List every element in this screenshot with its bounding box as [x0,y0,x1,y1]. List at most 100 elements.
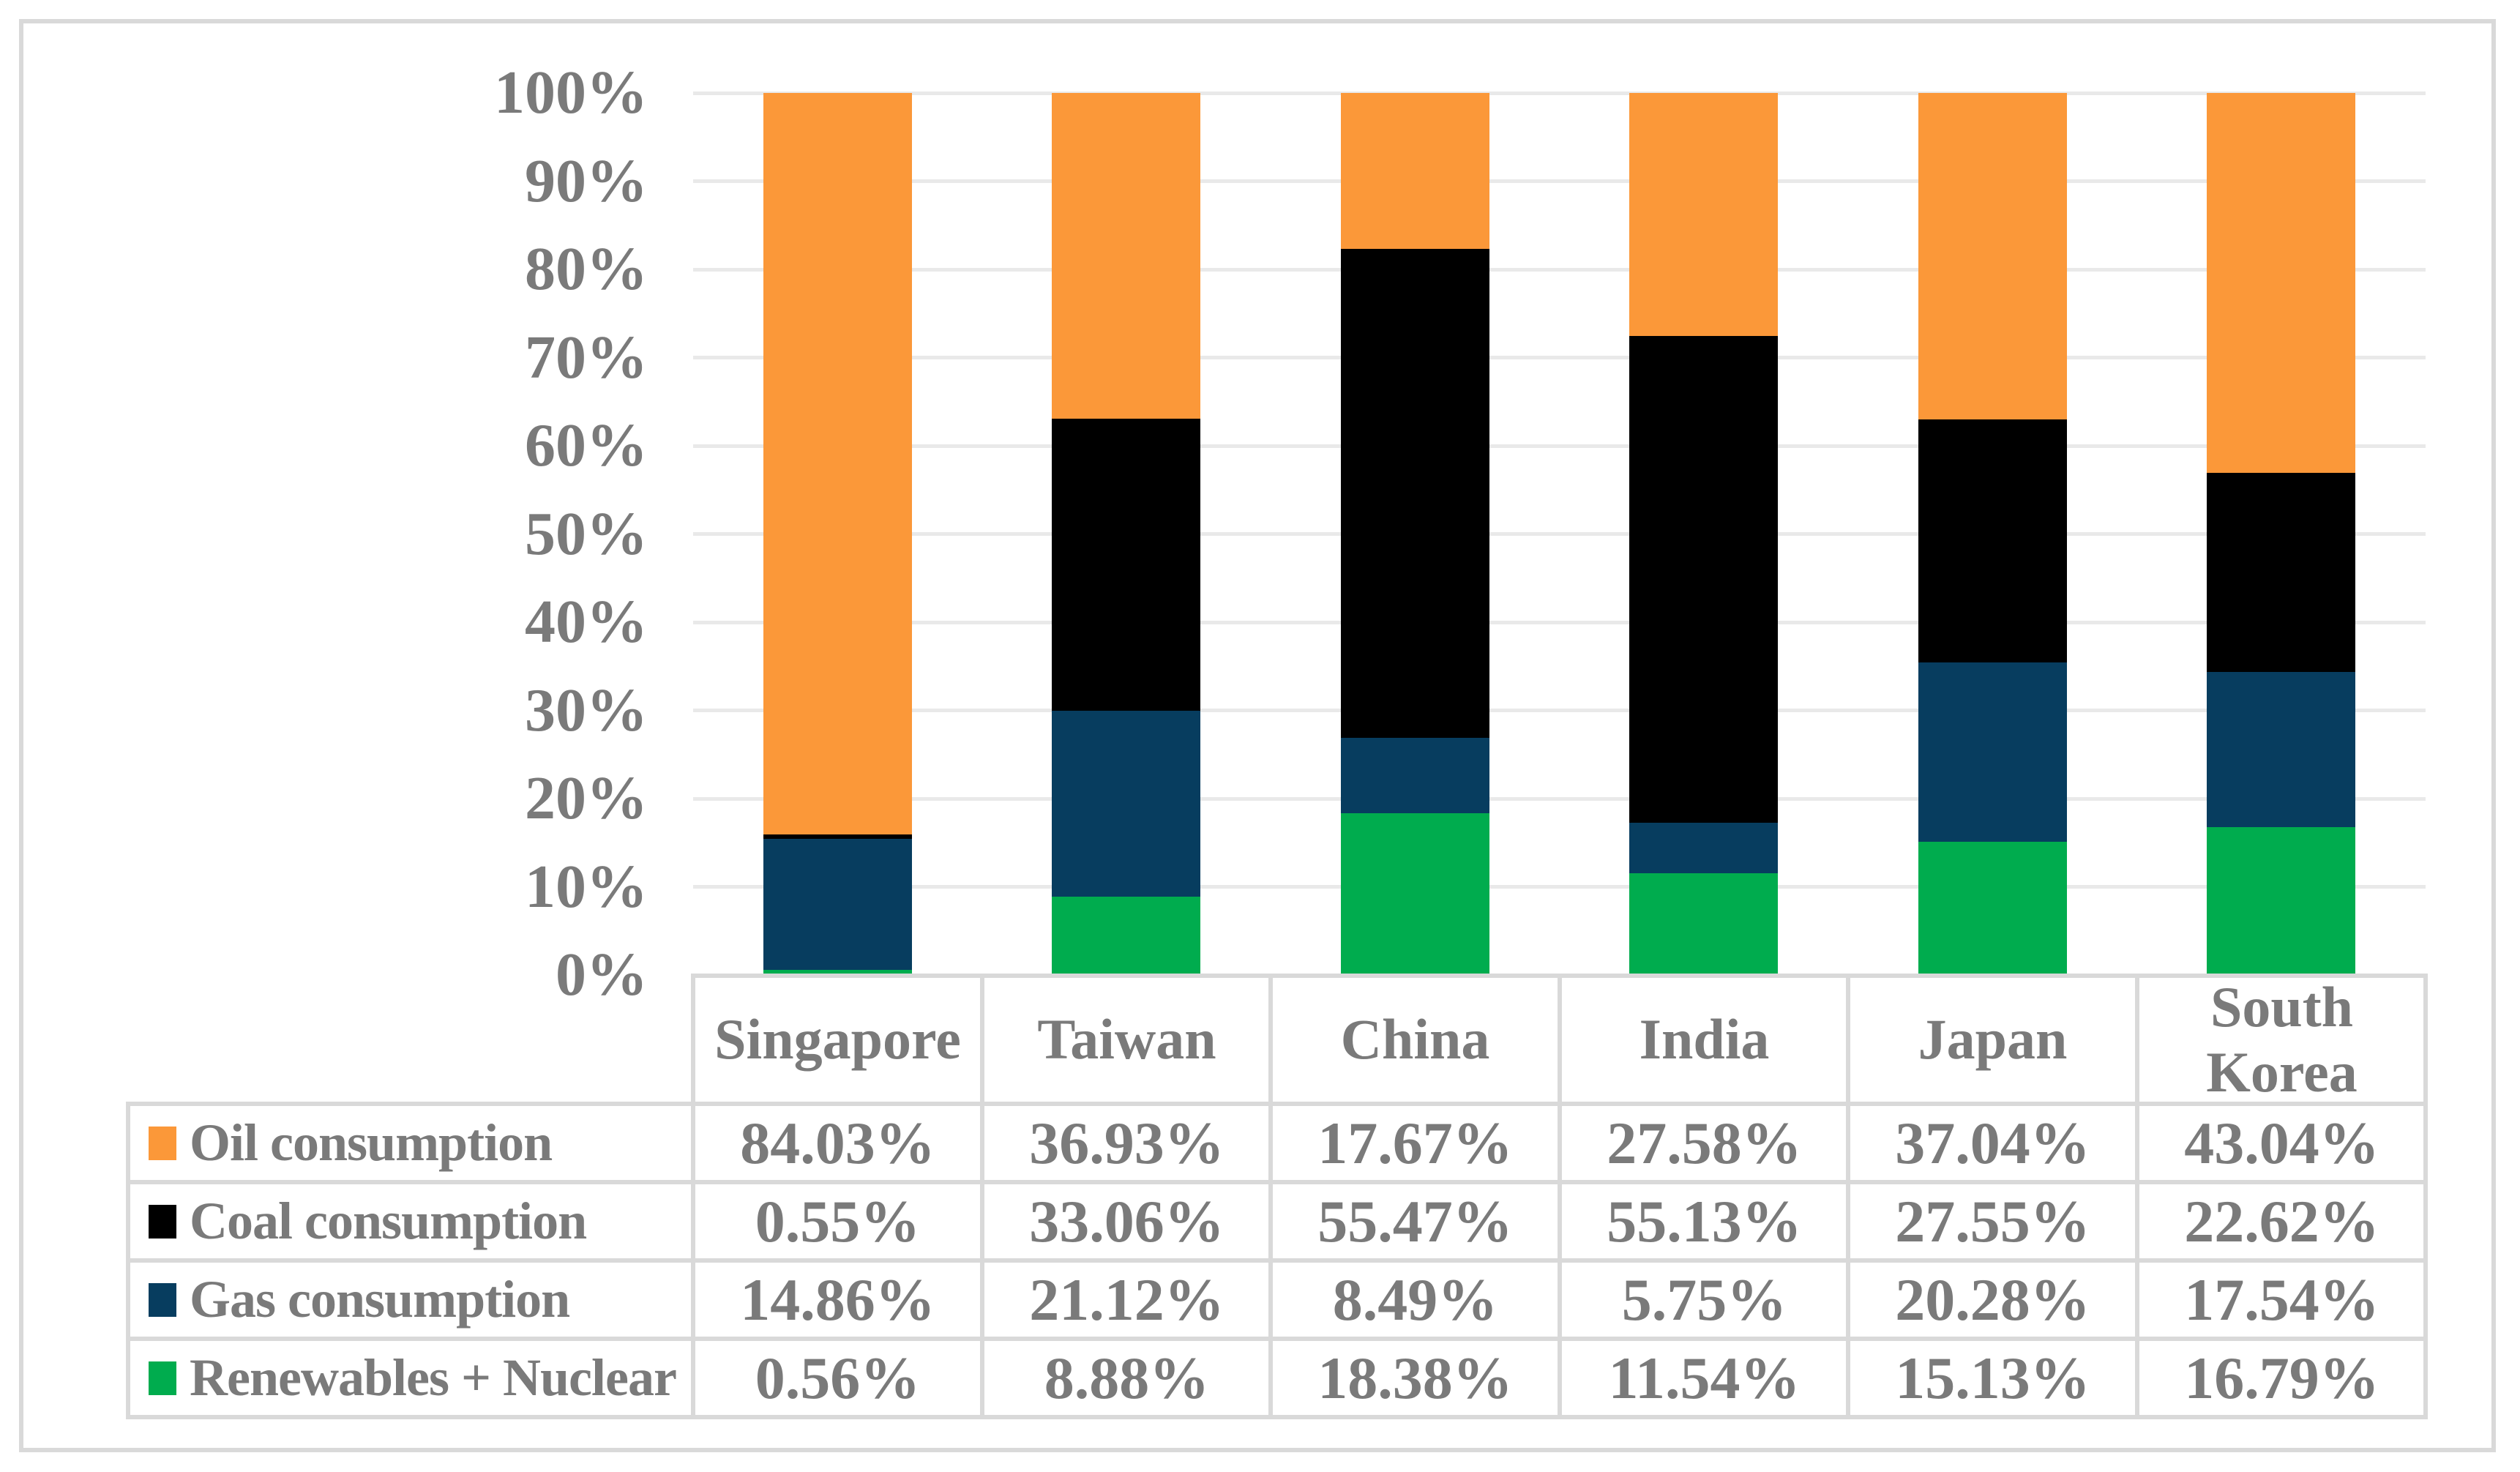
bar-south-korea-oil-consumption-segment [2207,93,2355,473]
value-cell-singapore-gas-consumption: 14.86% [740,1266,935,1333]
legend-cell-gas-consumption: Gas consumption [128,1260,693,1339]
table-header-taiwan: Taiwan [1037,1007,1216,1072]
legend-label-coal-consumption: Coal consumption [190,1192,587,1250]
table-header-japan: Japan [1918,1007,2068,1072]
bar-india-coal-consumption-segment [1629,336,1778,823]
bar-taiwan-renewables-nuclear-segment [1052,897,1200,975]
bar-china-coal-consumption-segment [1341,249,1489,738]
bar-singapore-renewables-nuclear-segment [763,970,912,975]
value-cell-india-gas-consumption: 5.75% [1621,1266,1787,1333]
value-cell-india-coal-consumption: 55.13% [1607,1187,1802,1255]
table-row-border-1 [126,1180,2428,1184]
gridline-80 [693,268,2426,272]
bar-india-renewables-nuclear-segment [1629,873,1778,975]
legend-cell-coal-consumption: Coal consumption [128,1182,693,1260]
gridline-50 [693,532,2426,536]
value-cell-south-korea-renewables-nuclear: 16.79% [2184,1344,2379,1411]
gridline-60 [693,444,2426,448]
y-axis-label-50: 50% [525,500,648,568]
bar-south-korea-coal-consumption-segment [2207,473,2355,672]
bar-japan-oil-consumption-segment [1918,93,2067,419]
gridline-100 [693,91,2426,95]
bar-china-oil-consumption-segment [1341,93,1489,249]
gridline-70 [693,356,2426,359]
table-header-south-korea: South Korea [2206,975,2358,1104]
y-axis-label-70: 70% [525,324,648,392]
value-cell-south-korea-coal-consumption: 22.62% [2184,1187,2379,1255]
value-cell-china-oil-consumption: 17.67% [1317,1109,1513,1176]
bar-japan-gas-consumption-segment [1918,662,2067,842]
value-cell-taiwan-coal-consumption: 33.06% [1029,1187,1225,1255]
legend-label-renewables-nuclear: Renewables + Nuclear [190,1348,677,1407]
value-cell-india-oil-consumption: 27.58% [1607,1109,1802,1176]
bar-singapore-gas-consumption-segment [763,839,912,970]
y-axis-label-10: 10% [525,853,648,921]
bar-taiwan-coal-consumption-segment [1052,419,1200,711]
bar-south-korea-renewables-nuclear-segment [2207,827,2355,975]
gridline-40 [693,621,2426,624]
value-cell-singapore-renewables-nuclear: 0.56% [755,1344,921,1411]
table-left-border [126,1104,130,1417]
y-axis-label-40: 40% [525,588,648,656]
value-cell-japan-gas-consumption: 20.28% [1895,1266,2090,1333]
bar-japan-coal-consumption-segment [1918,419,2067,662]
legend-label-oil-consumption: Oil consumption [190,1113,553,1172]
table-row-border-2 [126,1258,2428,1263]
table-header-singapore: Singapore [714,1007,961,1072]
value-cell-japan-coal-consumption: 27.55% [1895,1187,2090,1255]
table-header-india: India [1639,1007,1770,1072]
bar-india-gas-consumption-segment [1629,823,1778,873]
bar-south-korea-gas-consumption-segment [2207,672,2355,827]
table-row-border-4 [126,1415,2428,1419]
value-cell-india-renewables-nuclear: 11.54% [1608,1344,1801,1411]
legend-cell-oil-consumption: Oil consumption [128,1104,693,1182]
legend-swatch-renewables-nuclear [149,1361,176,1395]
table-header-china: China [1340,1007,1490,1072]
table-column-border-1 [980,976,984,1417]
table-column-border-2 [1268,976,1273,1417]
value-cell-taiwan-renewables-nuclear: 8.88% [1044,1344,1210,1411]
gridline-20 [693,797,2426,801]
legend-swatch-coal-consumption [149,1204,176,1239]
value-cell-japan-oil-consumption: 37.04% [1895,1109,2090,1176]
value-cell-south-korea-oil-consumption: 43.04% [2184,1109,2379,1176]
figure-border [19,19,2496,1452]
y-axis-label-0: 0% [556,941,648,1009]
legend-label-gas-consumption: Gas consumption [190,1270,570,1329]
table-column-border-5 [2135,976,2139,1417]
bar-singapore-coal-consumption-segment [763,834,912,839]
gridline-10 [693,885,2426,889]
bar-taiwan-gas-consumption-segment [1052,711,1200,897]
bar-india-oil-consumption-segment [1629,93,1778,336]
value-cell-china-renewables-nuclear: 18.38% [1317,1344,1513,1411]
table-column-border-3 [1558,976,1562,1417]
table-row-border-0 [126,1102,2428,1106]
table-column-border-4 [1846,976,1850,1417]
value-cell-china-gas-consumption: 8.49% [1332,1266,1498,1333]
value-cell-singapore-oil-consumption: 84.03% [740,1109,935,1176]
table-row-border-3 [126,1337,2428,1341]
legend-swatch-oil-consumption [149,1126,176,1160]
bar-china-gas-consumption-segment [1341,738,1489,813]
gridline-30 [693,709,2426,712]
bar-singapore-oil-consumption-segment [763,93,912,834]
y-axis-label-60: 60% [525,411,648,479]
y-axis-label-30: 30% [525,676,648,744]
value-cell-singapore-coal-consumption: 0.55% [755,1187,921,1255]
bar-china-renewables-nuclear-segment [1341,813,1489,975]
y-axis-label-20: 20% [525,764,648,832]
bar-taiwan-oil-consumption-segment [1052,93,1200,419]
value-cell-japan-renewables-nuclear: 15.13% [1895,1344,2090,1411]
value-cell-taiwan-gas-consumption: 21.12% [1029,1266,1225,1333]
y-axis-label-90: 90% [525,147,648,215]
y-axis-label-100: 100% [494,59,648,127]
table-column-border-6 [2423,976,2428,1417]
gridline-90 [693,179,2426,183]
value-cell-taiwan-oil-consumption: 36.93% [1029,1109,1225,1176]
table-column-border-0 [691,976,695,1417]
y-axis-label-80: 80% [525,235,648,303]
legend-swatch-gas-consumption [149,1282,176,1317]
legend-cell-renewables-nuclear: Renewables + Nuclear [128,1339,693,1417]
value-cell-south-korea-gas-consumption: 17.54% [2184,1266,2379,1333]
